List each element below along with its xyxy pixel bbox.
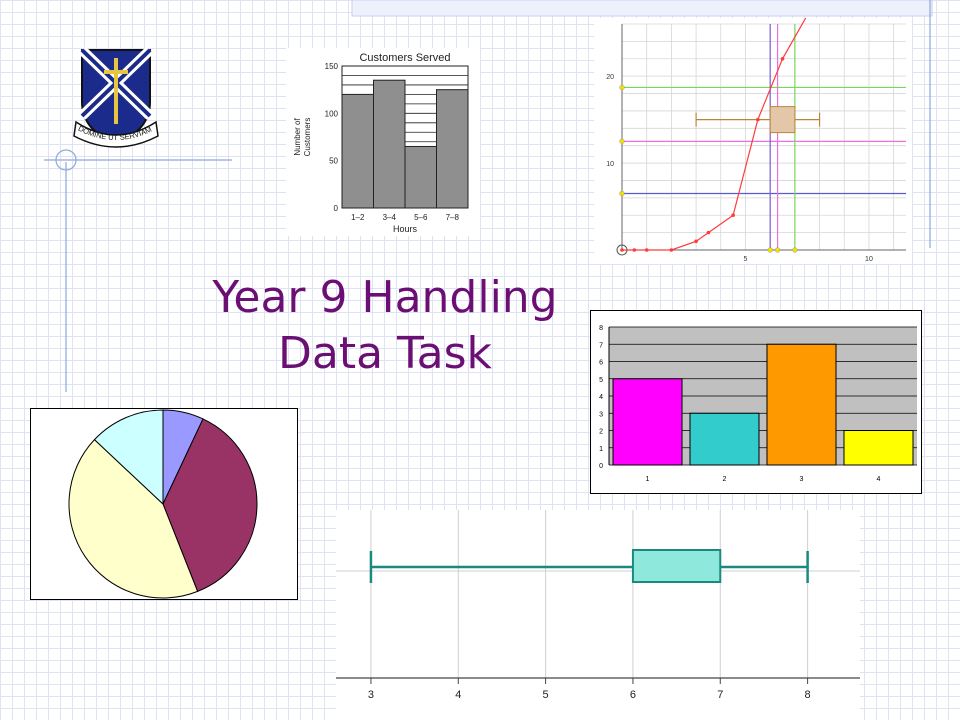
bar <box>766 343 837 466</box>
x-tick-label: 8 <box>805 689 811 701</box>
x-tick-label: 7 <box>717 689 723 701</box>
bar <box>404 145 437 209</box>
axis-marker <box>619 84 625 91</box>
bar <box>373 79 406 209</box>
data-point <box>620 248 624 252</box>
x-tick-label: 5 <box>744 256 748 263</box>
bar <box>689 412 760 466</box>
x-tick-label: 1–2 <box>351 213 365 222</box>
x-tick-label: 4 <box>455 689 461 701</box>
y-tick-label: 0 <box>599 463 603 470</box>
pie-chart <box>30 408 298 600</box>
data-point <box>632 248 637 252</box>
data-point <box>756 117 760 122</box>
axis-marker <box>792 247 798 253</box>
y-tick-label: 150 <box>325 62 339 71</box>
y-tick-label: 8 <box>599 325 603 332</box>
title-line-1: Year 9 Handling <box>212 272 558 323</box>
x-tick-label: 5–6 <box>414 213 428 222</box>
y-tick-label: 4 <box>599 394 603 401</box>
y-tick-label: 10 <box>606 161 614 168</box>
y-tick-label: 0 <box>334 204 339 213</box>
slide-title: Year 9 Handling Data Task <box>160 270 610 382</box>
bar <box>341 93 374 209</box>
box <box>631 549 722 583</box>
y-tick-label: 20 <box>606 74 614 81</box>
axis-marker <box>774 247 781 253</box>
box-plot-chart: 3 4 5 6 7 8 <box>336 510 860 720</box>
axis-marker <box>619 138 625 144</box>
y-tick-label: 100 <box>325 109 339 118</box>
axis-marker <box>619 190 625 197</box>
customers-served-chart: Customers Served 0 50 100 150 1–2 3–4 5–6 7–8 Hou… <box>286 48 480 236</box>
pie-slice <box>93 409 164 506</box>
data-point <box>644 248 649 252</box>
axis-marker <box>767 247 773 253</box>
box <box>769 106 796 134</box>
y-tick-label: 7 <box>599 342 603 349</box>
y-tick-label: 5 <box>599 377 603 384</box>
x-tick-label: 2 <box>723 476 727 483</box>
title-line-2: Data Task <box>277 328 492 379</box>
pie-slice <box>162 418 258 593</box>
y-tick-label: 6 <box>599 360 603 367</box>
data-point <box>780 56 785 61</box>
y-tick-label: 1 <box>599 446 603 453</box>
y-axis-label: Customers <box>303 118 312 157</box>
y-axis-label: Number of <box>293 118 302 156</box>
bar <box>612 378 683 466</box>
x-tick-label: 1 <box>646 476 650 483</box>
y-tick-label: 50 <box>329 157 338 166</box>
data-point <box>694 239 698 244</box>
school-logo: DOMINE UT SERVIAM <box>66 44 166 156</box>
data-point <box>669 248 674 252</box>
data-point <box>731 213 735 218</box>
x-tick-label: 5 <box>543 689 549 701</box>
cumulative-frequency-chart: 5 10 10 20 <box>594 13 912 264</box>
pie-slice <box>68 438 199 599</box>
x-tick-label: 6 <box>630 689 636 701</box>
bar <box>436 89 469 209</box>
bar <box>843 430 914 466</box>
chart-title: Customers Served <box>359 52 450 64</box>
x-axis-label: Hours <box>393 224 418 234</box>
x-tick-label: 3 <box>368 689 374 701</box>
data-point <box>706 230 711 235</box>
x-tick-label: 4 <box>877 476 881 483</box>
frequency-bar-chart: 0 1 2 3 4 5 6 7 8 1 2 3 4 <box>590 310 922 494</box>
y-tick-label: 2 <box>599 429 603 436</box>
x-tick-label: 3–4 <box>383 213 397 222</box>
x-tick-label: 10 <box>865 256 873 263</box>
y-tick-label: 3 <box>599 411 603 418</box>
x-tick-label: 7–8 <box>446 213 460 222</box>
x-tick-label: 3 <box>800 476 804 483</box>
